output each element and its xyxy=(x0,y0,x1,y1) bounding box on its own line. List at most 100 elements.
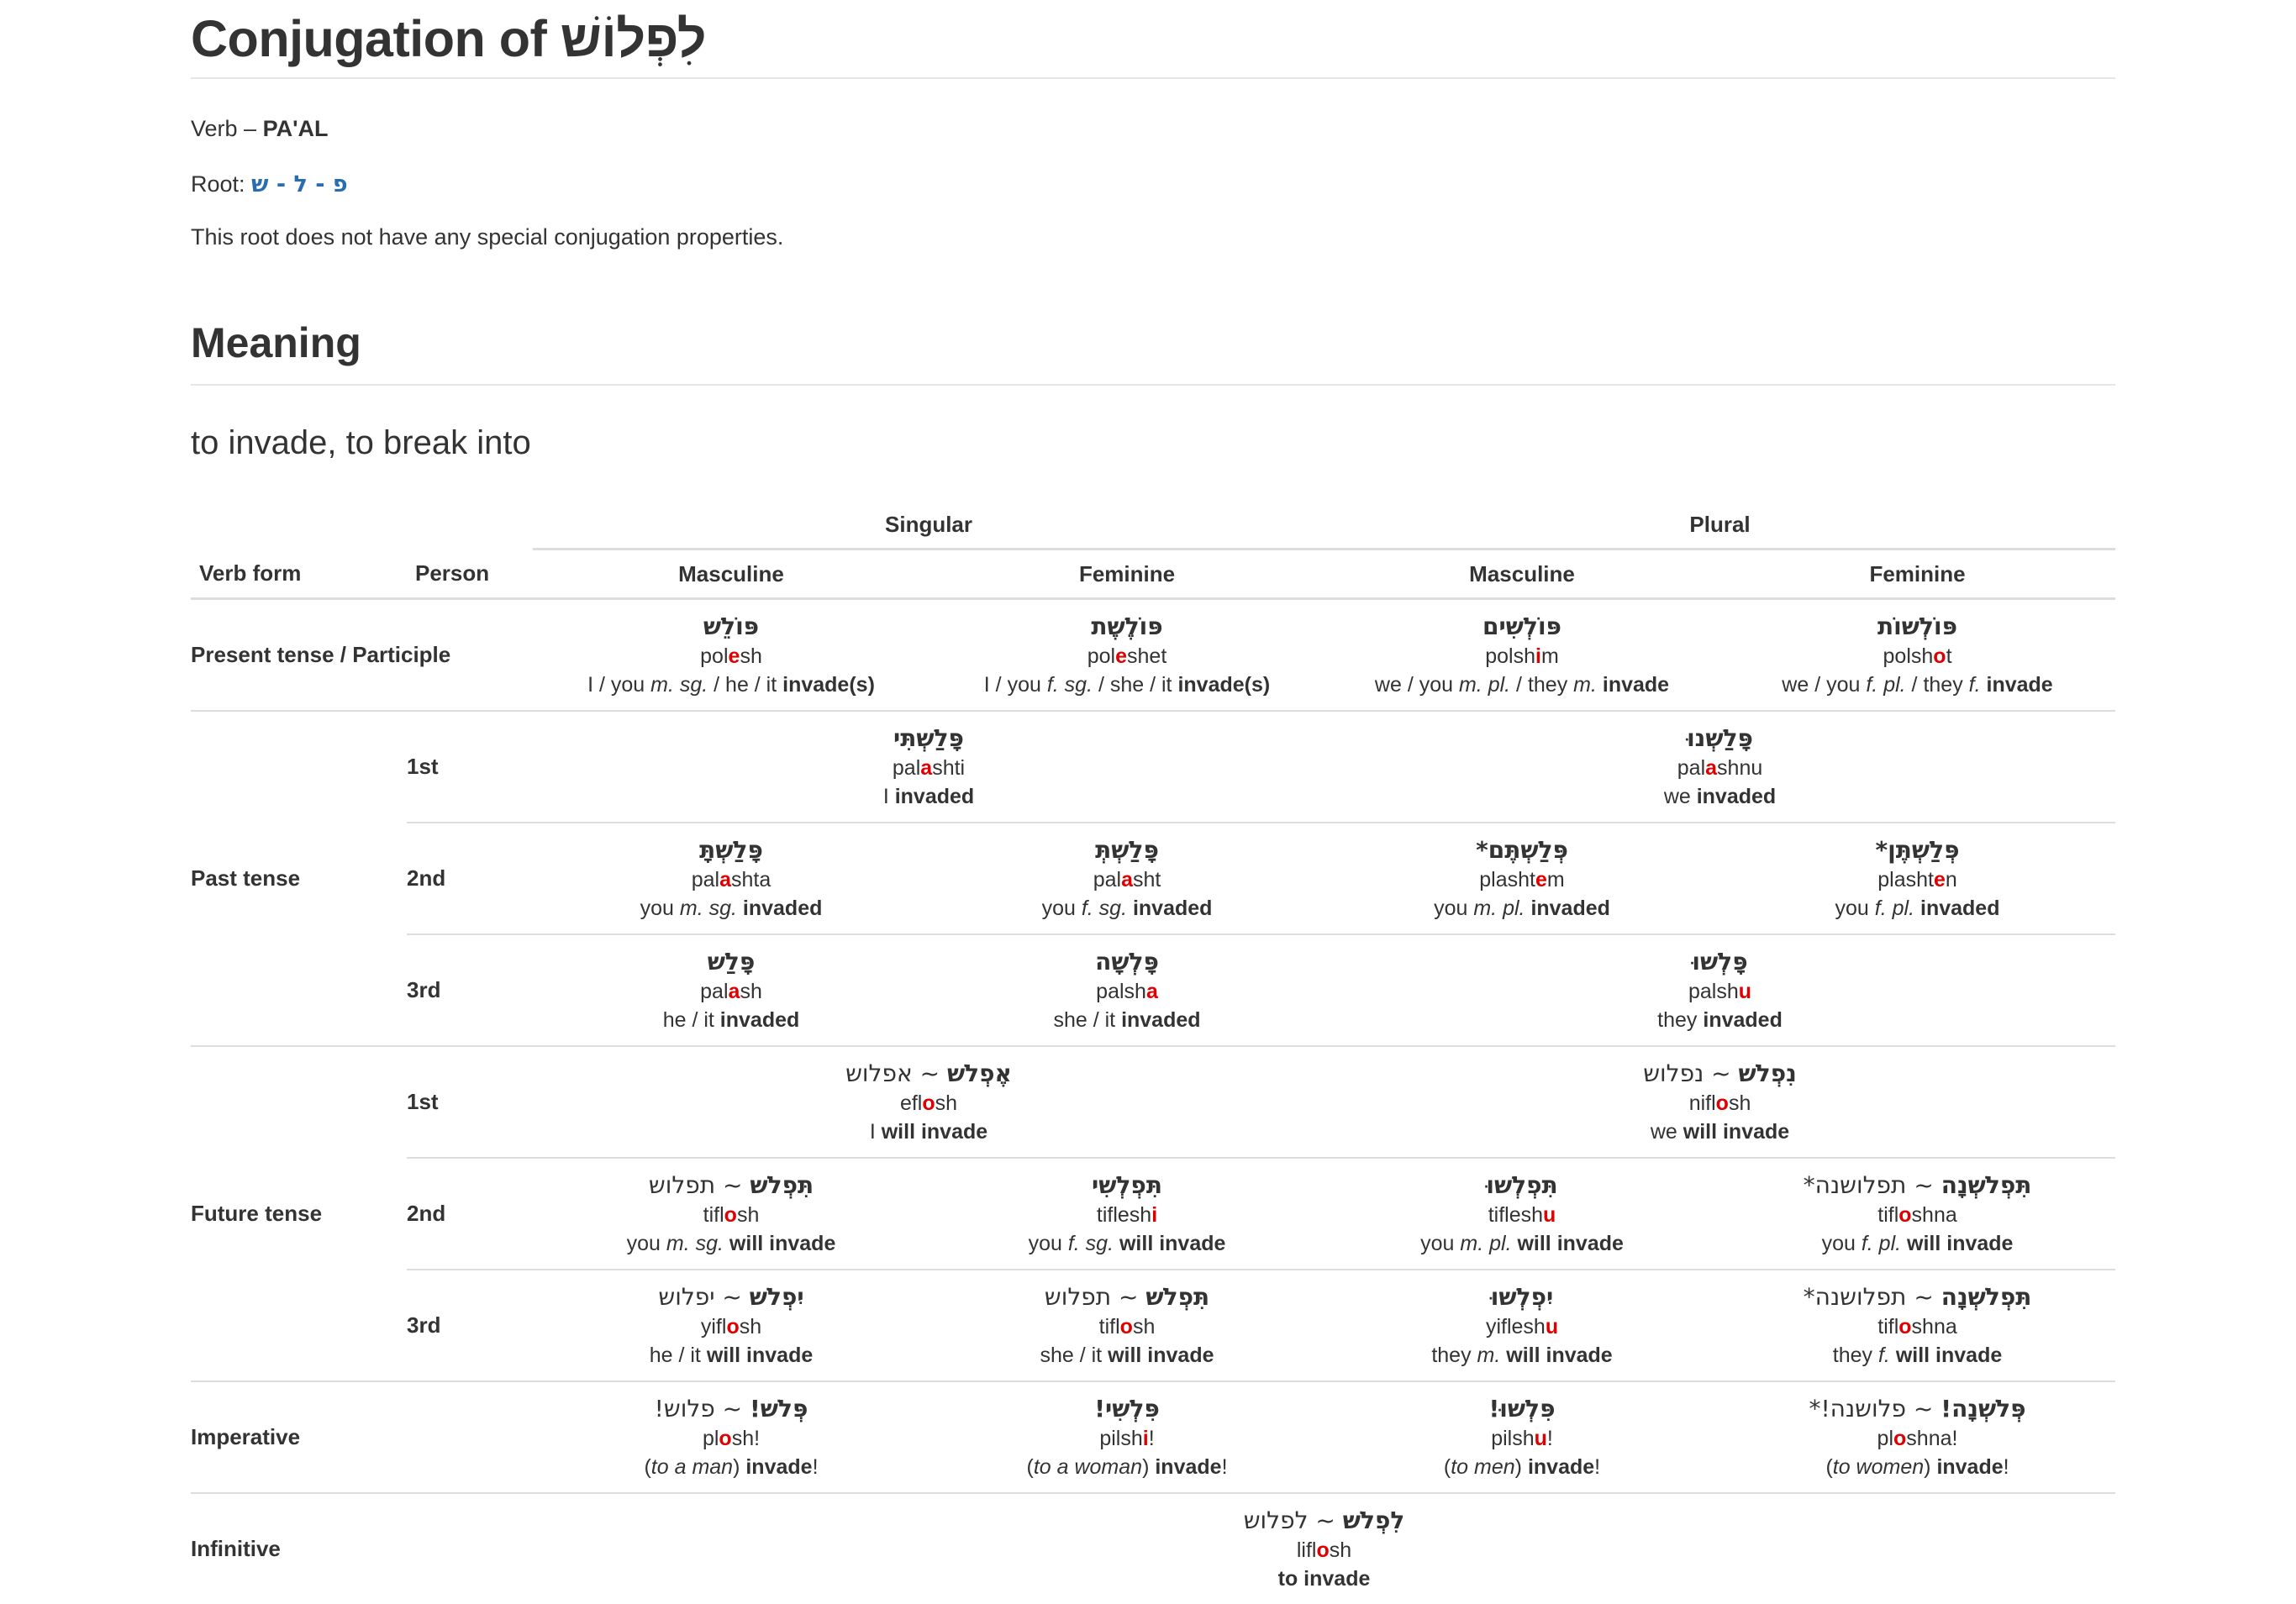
cell-imperative-mp: פִּלְשׁוּ! pilshu! (to men) invade! xyxy=(1324,1380,1720,1493)
cell-past-2fp: פְּלַשְׁתֶּן* plashten you f. pl. invade… xyxy=(1719,822,2116,934)
table-row-past-1st: Past tense 1st פָּלַשְׁתִּי palashti I i… xyxy=(191,710,2116,1046)
verb-form-past: Past tense xyxy=(191,710,407,1046)
verb-form-future: Future tense xyxy=(191,1045,407,1381)
root-note: This root does not have any special conj… xyxy=(191,224,784,250)
table-row-future-1st: Future tense 1st אֶפְלֹשׁ ~ אפלוש eflosh… xyxy=(191,1045,2116,1381)
transliteration: palsha xyxy=(1096,979,1158,1003)
transliteration: yiflosh xyxy=(700,1314,762,1338)
col-singular-feminine: Feminine xyxy=(929,549,1325,600)
col-plural-masculine: Masculine xyxy=(1324,549,1720,600)
english-meaning: I will invade xyxy=(869,1119,988,1144)
english-meaning: you m. pl. invaded xyxy=(1434,896,1610,920)
root-label: Root: xyxy=(191,171,252,197)
transliteration: eflosh xyxy=(899,1091,958,1115)
hebrew-form: פִּלְשִׁי! xyxy=(1094,1394,1160,1423)
hebrew-form: פָּלַשְׁתָּ xyxy=(699,835,763,864)
hebrew-form: תִּפְלֹשׁ ~ תפלוש xyxy=(1044,1282,1210,1311)
table-row-future-3rd: 3rd יִפְלֹשׁ ~ יפלוש yiflosh he / it wil… xyxy=(191,1269,2116,1381)
hebrew-form: פָּלַשְׁתְּ xyxy=(1095,835,1159,864)
meaning-text: to invade, to break into xyxy=(191,424,531,461)
meaning-divider xyxy=(191,384,2115,386)
group-plural: Plural xyxy=(1324,501,2116,550)
transliteration: palashnu xyxy=(1677,755,1763,780)
english-meaning: she / it invaded xyxy=(1053,1007,1201,1032)
hebrew-form: פִּלְשׁוּ! xyxy=(1488,1394,1556,1423)
hebrew-form: נִפְלֹשׁ ~ נפלוש xyxy=(1643,1059,1797,1087)
english-meaning: they invaded xyxy=(1657,1007,1783,1032)
table-row-past-3rd: 3rd פָּלַשׁ palash he / it invaded פָּלְ… xyxy=(191,933,2116,1046)
transliteration: liflosh xyxy=(1296,1538,1352,1562)
transliteration: palshu xyxy=(1688,979,1752,1003)
hebrew-form: תִּפְלֹשְׁנָה ~ תפלושנה* xyxy=(1803,1170,2032,1199)
cell-past-2fs: פָּלַשְׁתְּ palasht you f. sg. invaded xyxy=(929,822,1325,934)
cell-past-3p: פָּלְשׁוּ palshu they invaded xyxy=(1324,933,2116,1046)
verb-prefix: Verb – xyxy=(191,116,263,141)
cell-past-3ms: פָּלַשׁ palash he / it invaded xyxy=(533,933,929,1046)
cell-present-mp: פּוֹלְשִׁים polshim we / you m. pl. / th… xyxy=(1324,599,1719,712)
hebrew-form: יִפְלֹשׁ ~ יפלוש xyxy=(658,1282,804,1311)
transliteration: polesh xyxy=(700,644,762,668)
english-meaning: we will invade xyxy=(1650,1119,1790,1144)
transliteration: ploshna! xyxy=(1877,1426,1958,1450)
english-meaning: you f. pl. invaded xyxy=(1835,896,2000,920)
hebrew-form: פּוֹלֵשׁ xyxy=(703,612,760,640)
hebrew-form: פְּלַשְׁתֶּם* xyxy=(1476,835,1568,864)
transliteration: palashti xyxy=(892,755,966,780)
binyan-label: PA'AL xyxy=(262,116,329,141)
column-header-row: Verb form Person Masculine Feminine Masc… xyxy=(191,549,2116,600)
person-3rd: 3rd xyxy=(407,1269,533,1381)
cell-future-1p: נִפְלֹשׁ ~ נפלוש niflosh we will invade xyxy=(1324,1045,2116,1158)
hebrew-form: פְּלַשְׁתֶּן* xyxy=(1875,835,1960,864)
hebrew-form: פְּלֹשְׁנָה! ~ פלושנה!* xyxy=(1809,1394,2026,1423)
cell-future-3mp: יִפְלְשׁוּ yifleshu they m. will invade xyxy=(1324,1269,1720,1381)
meaning-heading: Meaning xyxy=(191,319,361,366)
english-meaning: you m. sg. invaded xyxy=(640,896,823,920)
transliteration: tiflosh xyxy=(1098,1314,1156,1338)
verb-form-imperative: Imperative xyxy=(191,1380,533,1493)
english-meaning: you m. sg. will invade xyxy=(626,1231,836,1255)
person-2nd: 2nd xyxy=(407,1157,533,1270)
page-title: Conjugation of לִפְלוֹשׁ xyxy=(191,10,707,67)
col-verb-form: Verb form xyxy=(191,549,407,600)
cell-present-ms: פּוֹלֵשׁ polesh I / you m. sg. / he / it… xyxy=(533,599,929,712)
cell-present-fs: פּוֹלֶשֶׁת poleshet I / you f. sg. / she… xyxy=(929,599,1324,712)
cell-past-2mp: פְּלַשְׁתֶּם* plashtem you m. pl. invade… xyxy=(1324,822,1720,934)
hebrew-form: פָּלַשְׁתִּי xyxy=(893,723,964,752)
person-1st: 1st xyxy=(407,710,533,823)
english-meaning: you f. sg. will invade xyxy=(1028,1231,1226,1255)
root-line: Root: פ - ל - ש xyxy=(191,168,2115,201)
cell-imperative-fs: פִּלְשִׁי! pilshi! (to a woman) invade! xyxy=(929,1380,1325,1493)
cell-future-2fp: תִּפְלֹשְׁנָה ~ תפלושנה* tifloshna you f… xyxy=(1719,1157,2116,1270)
cell-future-3ms: יִפְלֹשׁ ~ יפלוש yiflosh he / it will in… xyxy=(533,1269,929,1381)
hebrew-form: פּוֹלְשִׁים xyxy=(1482,612,1561,640)
table-row-future-2nd: 2nd תִּפְלֹשׁ ~ תפלוש tiflosh you m. sg.… xyxy=(191,1157,2116,1270)
table-row-imperative: Imperative פְּלֹשׁ! ~ פלוש! plosh! (to a… xyxy=(191,1380,2116,1493)
transliteration: plashtem xyxy=(1479,867,1565,891)
english-meaning: you m. pl. will invade xyxy=(1420,1231,1624,1255)
cell-past-1s: פָּלַשְׁתִּי palashti I invaded xyxy=(533,710,1325,823)
group-singular: Singular xyxy=(533,501,1325,550)
root-link[interactable]: פ - ל - ש xyxy=(251,171,348,197)
english-meaning: they m. will invade xyxy=(1431,1343,1613,1367)
title-divider xyxy=(191,77,2115,79)
english-meaning: you f. pl. will invade xyxy=(1821,1231,2014,1255)
english-meaning: we / you m. pl. / they m. invade xyxy=(1374,672,1670,697)
cell-future-3fp: תִּפְלֹשְׁנָה ~ תפלושנה* tifloshna they … xyxy=(1719,1269,2116,1381)
transliteration: palasht xyxy=(1093,867,1161,891)
verb-form-infinitive: Infinitive xyxy=(191,1492,533,1604)
group-header-row: Singular Plural xyxy=(191,501,2116,550)
transliteration: tifloshna xyxy=(1877,1202,1957,1227)
table-row-present: Present tense / Participle פּוֹלֵשׁ pole… xyxy=(191,599,2115,712)
transliteration: pilshu! xyxy=(1491,1426,1553,1450)
hebrew-form: פְּלֹשׁ! ~ פלוש! xyxy=(654,1394,808,1423)
hebrew-form: פּוֹלְשׁוֹת xyxy=(1877,612,1957,640)
cell-present-fp: פּוֹלְשׁוֹת polshot we / you f. pl. / th… xyxy=(1719,599,2115,712)
table-row-past-2nd: 2nd פָּלַשְׁתָּ palashta you m. sg. inva… xyxy=(191,822,2116,934)
cell-infinitive: לִפְלֹשׁ ~ לפלוש liflosh to invade xyxy=(533,1492,2116,1604)
cell-future-2mp: תִּפְלְשׁוּ tifleshu you m. pl. will inv… xyxy=(1324,1157,1720,1270)
hebrew-form: פָּלַשׁ xyxy=(707,947,756,976)
cell-past-2ms: פָּלַשְׁתָּ palashta you m. sg. invaded xyxy=(533,822,929,934)
english-meaning: (to men) invade! xyxy=(1443,1454,1601,1479)
english-meaning: (to a woman) invade! xyxy=(1026,1454,1228,1479)
